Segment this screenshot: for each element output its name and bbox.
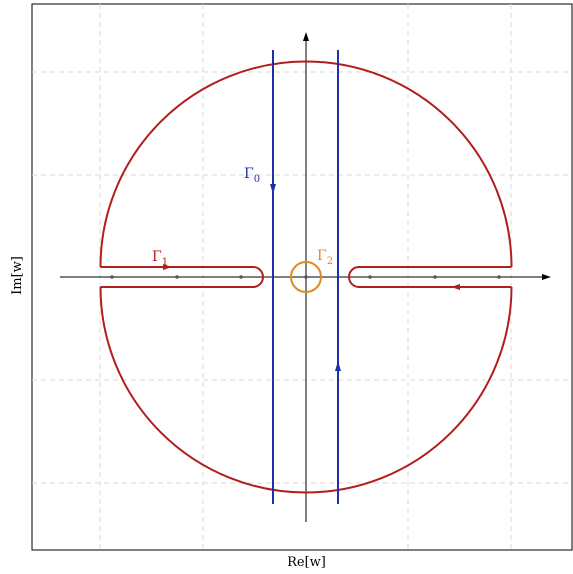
- y-axis-title: Im[w]: [9, 256, 25, 295]
- gamma2-contour: [290, 261, 322, 293]
- axes: [60, 32, 551, 522]
- gamma0-arrow-down: [270, 184, 276, 194]
- gamma1-left-turn: [252, 266, 264, 288]
- gamma1-arrow-right: [451, 284, 460, 290]
- pole-point: [368, 275, 372, 279]
- gamma0-arrow-up: [335, 361, 341, 371]
- gamma0-contour: [272, 50, 339, 504]
- gamma1-arrow-left: [163, 264, 172, 270]
- gamma1-right-turn: [348, 266, 360, 288]
- gamma2-label: Γ2: [317, 248, 333, 267]
- pole-point: [175, 275, 179, 279]
- gamma1-label: Γ1: [152, 249, 168, 268]
- pole-point: [433, 275, 437, 279]
- pole-point: [239, 275, 243, 279]
- plot-frame: [31, 3, 573, 551]
- x-axis-title: Re[w]: [287, 555, 326, 570]
- real-axis-arrow: [542, 274, 551, 280]
- gamma1-lower-arc: [99, 286, 513, 494]
- grid: [32, 4, 572, 550]
- pole-point: [497, 275, 501, 279]
- gamma0-label: Γ0: [244, 166, 260, 185]
- gamma1-contour: [99, 60, 513, 494]
- pole-point: [110, 275, 114, 279]
- real-axis-points: [110, 275, 501, 279]
- origin-point: [304, 275, 308, 279]
- gamma1-upper-arc: [99, 60, 513, 268]
- imag-axis-arrow: [303, 32, 309, 41]
